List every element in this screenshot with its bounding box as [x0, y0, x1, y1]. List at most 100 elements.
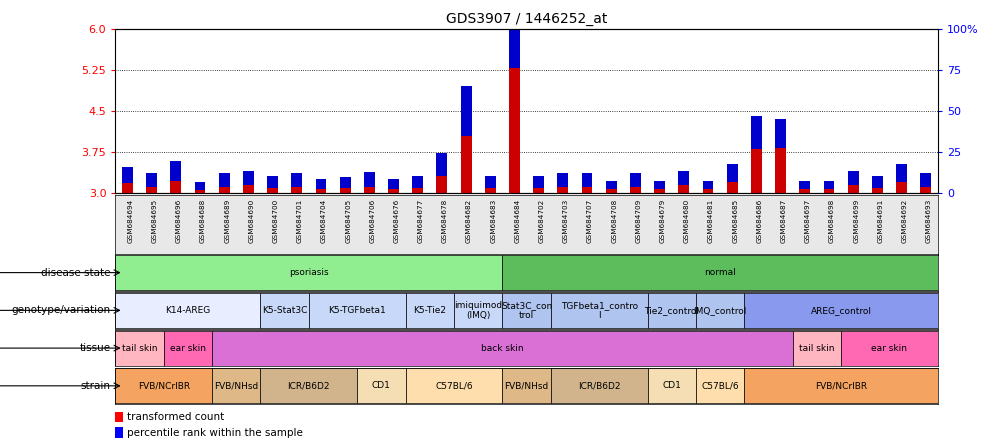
- Bar: [261, 369, 357, 403]
- Bar: [629, 186, 640, 193]
- Bar: [502, 293, 550, 328]
- Bar: [115, 293, 261, 328]
- Text: GSM684696: GSM684696: [175, 198, 181, 242]
- Bar: [550, 369, 647, 403]
- Text: GSM684689: GSM684689: [224, 198, 230, 242]
- Text: disease state: disease state: [41, 268, 110, 278]
- Text: C57BL/6: C57BL/6: [700, 381, 738, 390]
- Bar: [502, 255, 937, 290]
- Text: GSM684705: GSM684705: [345, 198, 351, 242]
- Bar: [357, 369, 405, 403]
- Text: FVB/NCrIBR: FVB/NCrIBR: [815, 381, 867, 390]
- Text: GSM684704: GSM684704: [321, 198, 327, 242]
- Bar: [581, 174, 592, 186]
- Bar: [405, 369, 502, 403]
- Text: ear skin: ear skin: [169, 344, 205, 353]
- Bar: [146, 174, 157, 186]
- Bar: [775, 119, 786, 148]
- Text: GSM684691: GSM684691: [877, 198, 883, 242]
- Bar: [460, 136, 471, 193]
- Text: GSM684695: GSM684695: [151, 198, 157, 242]
- Bar: [647, 293, 695, 328]
- Bar: [750, 116, 762, 149]
- Text: CD1: CD1: [661, 381, 680, 390]
- Bar: [340, 177, 351, 188]
- Bar: [316, 179, 326, 189]
- Text: percentile rank within the sample: percentile rank within the sample: [127, 428, 303, 438]
- Text: GSM684686: GSM684686: [756, 198, 762, 242]
- Bar: [316, 189, 326, 193]
- Bar: [750, 149, 762, 193]
- Text: genotype/variation: genotype/variation: [11, 305, 110, 315]
- Text: GSM684687: GSM684687: [780, 198, 786, 242]
- Text: tail skin: tail skin: [799, 344, 834, 353]
- Bar: [920, 186, 930, 193]
- Text: K5-TGFbeta1: K5-TGFbeta1: [328, 306, 386, 315]
- Text: GSM684709: GSM684709: [635, 198, 641, 242]
- Bar: [701, 189, 712, 193]
- Bar: [695, 369, 743, 403]
- Text: GSM684699: GSM684699: [853, 198, 859, 242]
- Bar: [267, 188, 278, 193]
- Bar: [743, 369, 937, 403]
- Bar: [533, 176, 543, 188]
- Text: normal: normal: [703, 268, 735, 277]
- Bar: [115, 427, 123, 438]
- Bar: [115, 255, 502, 290]
- Bar: [629, 174, 640, 186]
- Bar: [647, 369, 695, 403]
- Bar: [211, 331, 792, 365]
- Bar: [242, 186, 254, 193]
- Text: transformed count: transformed count: [127, 412, 224, 422]
- Bar: [726, 164, 736, 182]
- Text: GSM684697: GSM684697: [804, 198, 810, 242]
- Bar: [792, 331, 841, 365]
- Bar: [412, 176, 423, 188]
- Text: imiquimod
(IMQ): imiquimod (IMQ): [454, 301, 502, 320]
- Bar: [484, 176, 495, 188]
- Bar: [847, 170, 858, 186]
- Bar: [509, 24, 519, 68]
- Bar: [122, 183, 132, 193]
- Text: GSM684692: GSM684692: [901, 198, 907, 242]
- Bar: [309, 293, 405, 328]
- Text: back skin: back skin: [481, 344, 523, 353]
- Bar: [533, 188, 543, 193]
- Bar: [436, 176, 447, 193]
- Bar: [509, 68, 519, 193]
- Bar: [695, 293, 743, 328]
- Text: AREG_control: AREG_control: [810, 306, 871, 315]
- Bar: [218, 186, 229, 193]
- Text: GSM684677: GSM684677: [417, 198, 423, 242]
- Text: GSM684682: GSM684682: [466, 198, 472, 242]
- Text: GSM684693: GSM684693: [925, 198, 931, 242]
- Bar: [364, 186, 375, 193]
- Text: Stat3C_con
trol: Stat3C_con trol: [500, 301, 552, 320]
- Text: FVB/NCrIBR: FVB/NCrIBR: [137, 381, 189, 390]
- Bar: [605, 181, 616, 189]
- Text: GSM684694: GSM684694: [127, 198, 133, 242]
- Text: IMQ_control: IMQ_control: [692, 306, 746, 315]
- Bar: [895, 182, 906, 193]
- Bar: [146, 186, 157, 193]
- Bar: [581, 186, 592, 193]
- Text: GSM684707: GSM684707: [586, 198, 592, 242]
- Bar: [170, 161, 181, 181]
- Bar: [726, 182, 736, 193]
- Bar: [454, 293, 502, 328]
- Bar: [412, 188, 423, 193]
- Bar: [550, 293, 647, 328]
- Bar: [218, 174, 229, 186]
- Text: GSM684680: GSM684680: [683, 198, 689, 242]
- Bar: [405, 293, 454, 328]
- Bar: [677, 186, 688, 193]
- Bar: [557, 174, 568, 186]
- Bar: [895, 164, 906, 182]
- Bar: [163, 331, 211, 365]
- Text: GSM684700: GSM684700: [273, 198, 279, 242]
- Text: GSM684703: GSM684703: [562, 198, 568, 242]
- Bar: [799, 181, 810, 189]
- Bar: [115, 412, 123, 423]
- Text: psoriasis: psoriasis: [289, 268, 329, 277]
- Bar: [653, 189, 664, 193]
